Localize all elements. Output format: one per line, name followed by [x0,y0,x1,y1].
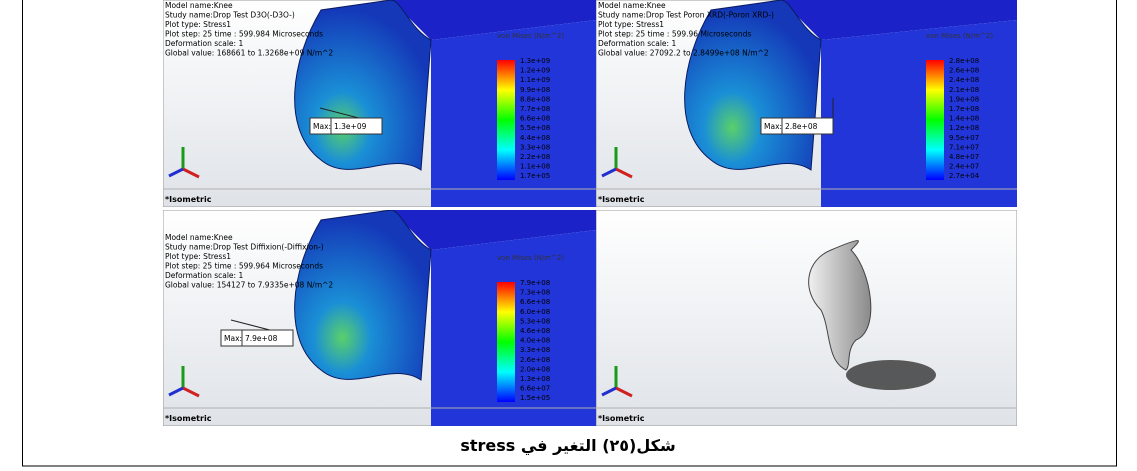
legend-title: von Mises (N/m^2) [497,32,564,40]
info-line: Deformation scale: 1 [165,271,243,280]
legend-label: 4.8e+07 [949,153,979,161]
legend-label: 2.0e+08 [520,365,550,373]
legend-label: 6.6e+08 [520,298,550,306]
legend-label: 6.0e+08 [520,308,550,316]
legend-title: von Mises (N/m^2) [497,254,564,262]
legend-label: 1.1e+08 [520,163,550,171]
legend-label: 3.3e+08 [520,346,550,354]
legend-label: 4.6e+08 [520,327,550,335]
legend-label: 2.1e+08 [949,86,979,94]
info-line: Deformation scale: 1 [165,39,243,48]
max-label: Max: [224,334,242,343]
legend-label: 9.9e+08 [520,86,550,94]
legend-label: 9.5e+07 [949,134,979,142]
legend-label: 6.6e+08 [520,115,550,123]
legend-label: 1.7e+05 [520,172,550,180]
knee [295,210,431,380]
block-front [821,20,1017,207]
info-line: Plot step: 25 time : 599.96 Microseconds [598,30,751,39]
panel-bg [596,210,1017,426]
legend-label: 2.4e+07 [949,163,979,171]
legend-label: 1.7e+08 [949,105,979,113]
legend-label: 2.7e+04 [949,172,980,180]
legend-label: 2.8e+08 [949,57,979,65]
caption: شكل(٢٥) التغير في stress [460,436,675,456]
color-bar [926,60,944,180]
info-line: Model name:Knee [598,1,666,10]
view-label: *Isometric [165,195,212,204]
legend-label: 1.1e+09 [520,76,550,84]
viewport-panel: *Isometric [596,210,1017,426]
legend-label: 7.7e+08 [520,105,550,113]
legend-label: 7.9e+08 [520,279,550,287]
legend-label: 1.3e+08 [520,375,550,383]
legend-label: 7.1e+07 [949,143,979,151]
max-label: Max: [313,122,331,131]
view-label: *Isometric [598,195,645,204]
info-line: Study name:Drop Test Diffixion(-Diffixio… [165,243,324,252]
legend-label: 2.4e+08 [949,76,979,84]
info-line: Global value: 154127 to 7.9335e+08 N/m^2 [165,281,333,290]
max-value: 1.3e+09 [334,122,367,131]
legend-label: 1.2e+08 [949,124,979,132]
knee [685,0,821,170]
view-label: *Isometric [165,414,212,423]
color-bar [497,282,515,402]
legend-label: 7.3e+08 [520,289,550,297]
legend-label: 1.4e+08 [949,115,979,123]
legend-label: 5.3e+08 [520,317,550,325]
legend-label: 3.3e+08 [520,143,550,151]
shadow [846,360,936,390]
info-line: Deformation scale: 1 [598,39,676,48]
knee [295,0,431,170]
document: Model name:KneeStudy name:Drop Test D3O(… [0,0,1137,467]
info-line: Plot type: Stress1 [598,20,664,29]
legend-label: 2.6e+08 [949,67,979,75]
legend-label: 1.9e+08 [949,95,979,103]
legend-label: 4.0e+08 [520,337,550,345]
max-label: Max: [764,122,782,131]
info-line: Plot step: 25 time : 599.984 Microsecond… [165,30,323,39]
legend-label: 2.6e+08 [520,356,550,364]
legend-label: 8.8e+08 [520,95,550,103]
legend-label: 4.4e+08 [520,134,550,142]
info-line: Plot type: Stress1 [165,252,231,261]
legend-label: 6.6e+07 [520,385,550,393]
info-line: Study name:Drop Test Poron XRD(-Poron XR… [598,11,774,20]
info-line: Model name:Knee [165,233,233,242]
info-line: Plot type: Stress1 [165,20,231,29]
color-bar [497,60,515,180]
max-value: 2.8e+08 [785,122,818,131]
info-line: Global value: 27092.2 to 2.8499e+08 N/m^… [598,49,769,58]
legend-label: 2.2e+08 [520,153,550,161]
legend-label: 1.3e+09 [520,57,550,65]
info-line: Study name:Drop Test D3O(-D3O-) [165,11,295,20]
info-line: Plot step: 25 time : 599.964 Microsecond… [165,262,323,271]
page: Model name:KneeStudy name:Drop Test D3O(… [0,0,1137,471]
legend-title: von Mises (N/m^2) [926,32,993,40]
legend-label: 1.5e+05 [520,394,550,402]
info-line: Model name:Knee [165,1,233,10]
legend-label: 1.2e+09 [520,67,550,75]
view-label: *Isometric [598,414,645,423]
max-value: 7.9e+08 [245,334,278,343]
info-line: Global value: 168661 to 1.3268e+09 N/m^2 [165,49,333,58]
legend-label: 5.5e+08 [520,124,550,132]
